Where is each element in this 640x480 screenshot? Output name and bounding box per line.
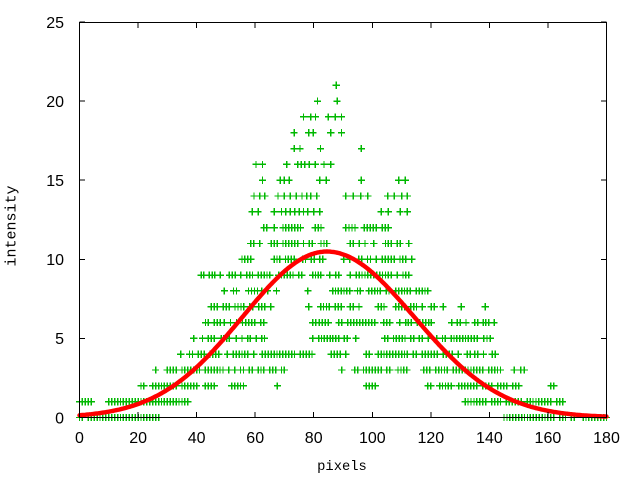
svg-text:5: 5 (55, 331, 64, 348)
svg-text:180: 180 (593, 430, 620, 447)
svg-text:10: 10 (46, 252, 64, 269)
svg-text:pixels: pixels (317, 459, 367, 475)
svg-text:160: 160 (535, 430, 562, 447)
svg-text:120: 120 (417, 430, 444, 447)
svg-text:80: 80 (305, 430, 323, 447)
svg-text:15: 15 (46, 173, 64, 190)
svg-text:100: 100 (359, 430, 386, 447)
svg-text:40: 40 (188, 430, 206, 447)
svg-text:0: 0 (75, 430, 84, 447)
svg-text:60: 60 (246, 430, 264, 447)
svg-text:140: 140 (476, 430, 503, 447)
svg-text:20: 20 (46, 94, 64, 111)
svg-text:25: 25 (46, 15, 64, 32)
svg-text:20: 20 (129, 430, 147, 447)
svg-text:0: 0 (55, 410, 64, 427)
svg-text:intensity: intensity (4, 185, 21, 266)
